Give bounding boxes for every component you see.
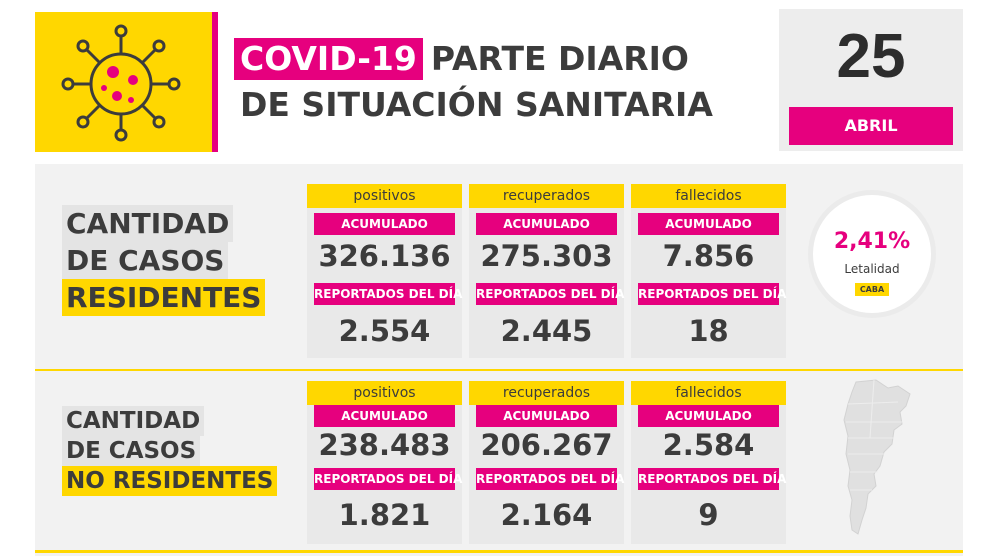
acumulado-label: ACUMULADO xyxy=(476,405,617,427)
date-box: 25 ABRIL xyxy=(779,9,963,151)
reportados-label: REPORTADOS DEL DÍA xyxy=(638,468,786,490)
reportados-value: 18 xyxy=(688,314,729,348)
acumulado-value: 238.483 xyxy=(318,428,451,462)
card-title: recuperados xyxy=(469,381,624,405)
no-residentes-fallecidos-card: fallecidos ACUMULADO 2.584 REPORTADOS DE… xyxy=(631,381,786,544)
reportados-value: 1.821 xyxy=(338,498,431,532)
title-text-1: PARTE DIARIO xyxy=(430,39,689,78)
acumulado-value: 275.303 xyxy=(480,239,613,273)
section-divider xyxy=(35,369,963,371)
no-residentes-label: CANTIDAD DE CASOS NO RESIDENTES xyxy=(62,406,278,496)
residentes-label-line2: DE CASOS xyxy=(62,242,229,279)
reportados-value: 2.445 xyxy=(500,314,593,348)
virus-icon xyxy=(61,24,181,142)
date-day: 25 xyxy=(836,22,906,91)
card-title: positivos xyxy=(307,184,462,208)
no-residentes-positivos-card: positivos ACUMULADO 238.483 REPORTADOS D… xyxy=(307,381,462,544)
residentes-positivos-card: positivos ACUMULADO 326.136 REPORTADOS D… xyxy=(307,184,462,358)
bottom-line xyxy=(35,550,963,553)
argentina-map-icon xyxy=(843,379,911,535)
letalidad-scope: CABA xyxy=(855,283,889,296)
acumulado-value: 206.267 xyxy=(480,428,613,462)
title-highlight: COVID-19 xyxy=(234,38,423,80)
accent-bar xyxy=(212,12,218,152)
no-residentes-label-line1: CANTIDAD xyxy=(62,406,205,436)
acumulado-label: ACUMULADO xyxy=(314,405,455,427)
card-title: fallecidos xyxy=(631,381,786,405)
acumulado-label: ACUMULADO xyxy=(314,213,455,235)
no-residentes-label-line2: DE CASOS xyxy=(62,436,201,466)
acumulado-value: 7.856 xyxy=(662,239,755,273)
acumulado-label: ACUMULADO xyxy=(638,405,779,427)
reportados-value: 2.164 xyxy=(500,498,593,532)
reportados-value: 9 xyxy=(698,498,719,532)
reportados-label: REPORTADOS DEL DÍA xyxy=(476,468,624,490)
reportados-label: REPORTADOS DEL DÍA xyxy=(314,468,462,490)
reportados-label: REPORTADOS DEL DÍA xyxy=(476,283,624,305)
acumulado-value: 2.584 xyxy=(662,428,755,462)
letalidad-label: Letalidad xyxy=(844,262,900,276)
card-title: fallecidos xyxy=(631,184,786,208)
title-line-2: DE SITUACIÓN SANITARIA xyxy=(240,85,713,124)
residentes-recuperados-card: recuperados ACUMULADO 275.303 REPORTADOS… xyxy=(469,184,624,358)
residentes-label-line1: CANTIDAD xyxy=(62,205,234,242)
residentes-label: CANTIDAD DE CASOS RESIDENTES xyxy=(62,205,266,316)
virus-logo-box xyxy=(35,12,212,152)
acumulado-label: ACUMULADO xyxy=(476,213,617,235)
date-month: ABRIL xyxy=(789,107,953,145)
letalidad-value: 2,41% xyxy=(833,229,911,254)
card-title: positivos xyxy=(307,381,462,405)
residentes-label-line3: RESIDENTES xyxy=(62,279,266,316)
card-title: recuperados xyxy=(469,184,624,208)
residentes-fallecidos-card: fallecidos ACUMULADO 7.856 REPORTADOS DE… xyxy=(631,184,786,358)
acumulado-value: 326.136 xyxy=(318,239,451,273)
no-residentes-label-line3: NO RESIDENTES xyxy=(62,466,278,496)
reportados-label: REPORTADOS DEL DÍA xyxy=(314,283,462,305)
reportados-label: REPORTADOS DEL DÍA xyxy=(638,283,786,305)
no-residentes-recuperados-card: recuperados ACUMULADO 206.267 REPORTADOS… xyxy=(469,381,624,544)
acumulado-label: ACUMULADO xyxy=(638,213,779,235)
title-line-1: COVID-19 PARTE DIARIO xyxy=(234,38,689,80)
letalidad-circle: 2,41% Letalidad CABA xyxy=(813,195,931,313)
reportados-value: 2.554 xyxy=(338,314,431,348)
